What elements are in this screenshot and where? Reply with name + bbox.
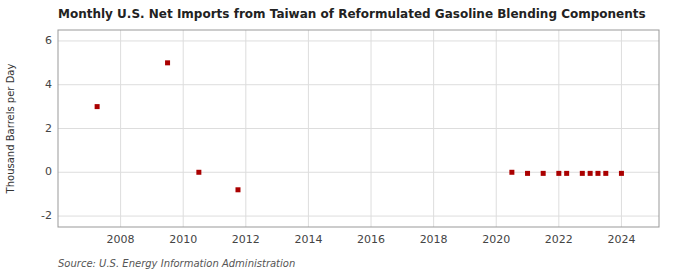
grid-line-x: [120, 30, 121, 227]
x-tick-label: 2018: [420, 233, 448, 246]
chart: -2 0 2 4 6 2008 2010 2012 2014 2016 2018 2020 2022 20…: [0, 0, 675, 275]
grid-line-x: [433, 30, 434, 227]
title: Monthly U.S. Net Imports from Taiwan of …: [58, 7, 646, 21]
plot-frame: [58, 30, 659, 227]
point: [165, 60, 170, 65]
point: [541, 171, 546, 176]
x-tick-label: 2012: [232, 233, 260, 246]
x-tick-label: 2016: [357, 233, 385, 246]
x-tick-label: 2008: [107, 233, 135, 246]
x-tick-label: 2022: [545, 233, 573, 246]
y-tick-label: 4: [45, 78, 52, 91]
point: [588, 171, 593, 176]
grid-line-x: [245, 30, 246, 227]
y-tick-label: -2: [41, 209, 52, 222]
point: [564, 171, 569, 176]
grid-line-y: [58, 84, 659, 85]
point: [603, 171, 608, 176]
y-tick-label: 6: [45, 34, 52, 47]
grid-line-x: [308, 30, 309, 227]
grid-line-x: [183, 30, 184, 227]
points: [95, 60, 624, 192]
y-tick-label: 2: [45, 122, 52, 135]
point: [556, 171, 561, 176]
grid-line-y: [58, 216, 659, 217]
point: [509, 170, 514, 175]
grid-line-x: [496, 30, 497, 227]
x-tick-label: 2024: [607, 233, 635, 246]
point: [235, 187, 240, 192]
point: [525, 171, 530, 176]
y-tick-label: 0: [45, 165, 52, 178]
point: [95, 104, 100, 109]
source: Source: U.S. Energy Information Administ…: [58, 258, 295, 269]
grid-line-y: [58, 40, 659, 41]
x-tick-label: 2010: [169, 233, 197, 246]
grid-line-x: [371, 30, 372, 227]
point: [196, 170, 201, 175]
x-tick-label: 2014: [294, 233, 322, 246]
point: [580, 171, 585, 176]
grid-line-x: [558, 30, 559, 227]
grid-line-x: [621, 30, 622, 227]
point: [619, 171, 624, 176]
point: [595, 171, 600, 176]
grid-line-y: [58, 128, 659, 129]
background: [0, 0, 675, 275]
grid: [58, 30, 659, 227]
x-tick-label: 2020: [482, 233, 510, 246]
y-axis-label: Thousand Barrels per Day: [5, 64, 16, 195]
